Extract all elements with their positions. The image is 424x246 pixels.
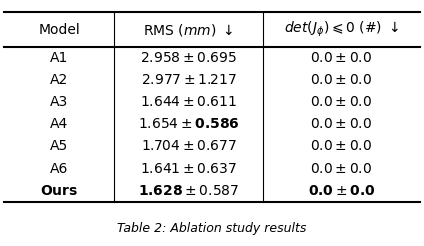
Text: $0.0 \pm 0.0$: $0.0 \pm 0.0$ bbox=[310, 117, 372, 131]
Text: $\mathbf{0.0} \pm \mathbf{0.0}$: $\mathbf{0.0} \pm \mathbf{0.0}$ bbox=[307, 184, 375, 198]
Text: A2: A2 bbox=[50, 73, 69, 87]
Text: $0.0 \pm 0.0$: $0.0 \pm 0.0$ bbox=[310, 51, 372, 65]
Text: A6: A6 bbox=[50, 162, 69, 175]
Text: $\mathbf{Ours}$: $\mathbf{Ours}$ bbox=[40, 184, 78, 198]
Text: Table 2: Ablation study results: Table 2: Ablation study results bbox=[117, 222, 307, 235]
Text: $1.644 \pm 0.611$: $1.644 \pm 0.611$ bbox=[140, 95, 237, 109]
Text: A3: A3 bbox=[50, 95, 69, 109]
Text: A4: A4 bbox=[50, 117, 69, 131]
Text: RMS $(mm)$ $\downarrow$: RMS $(mm)$ $\downarrow$ bbox=[143, 21, 234, 38]
Text: $2.958 \pm 0.695$: $2.958 \pm 0.695$ bbox=[140, 51, 237, 65]
Text: $0.0 \pm 0.0$: $0.0 \pm 0.0$ bbox=[310, 73, 372, 87]
Text: $0.0 \pm 0.0$: $0.0 \pm 0.0$ bbox=[310, 162, 372, 175]
Text: A5: A5 bbox=[50, 139, 69, 153]
Text: $1.704 \pm 0.677$: $1.704 \pm 0.677$ bbox=[141, 139, 237, 153]
Text: $1.654 \pm \mathbf{0.586}$: $1.654 \pm \mathbf{0.586}$ bbox=[138, 117, 240, 131]
Text: Model: Model bbox=[39, 23, 80, 36]
Text: $2.977 \pm 1.217$: $2.977 \pm 1.217$ bbox=[140, 73, 237, 87]
Text: A1: A1 bbox=[50, 51, 69, 65]
Text: $det(J_{\phi}) \leqslant 0$ $(\#)$ $\downarrow$: $det(J_{\phi}) \leqslant 0$ $(\#)$ $\dow… bbox=[284, 20, 399, 39]
Text: $0.0 \pm 0.0$: $0.0 \pm 0.0$ bbox=[310, 95, 372, 109]
Text: $\mathbf{1.628} \pm 0.587$: $\mathbf{1.628} \pm 0.587$ bbox=[138, 184, 240, 198]
Text: $1.641 \pm 0.637$: $1.641 \pm 0.637$ bbox=[140, 162, 237, 175]
Text: $0.0 \pm 0.0$: $0.0 \pm 0.0$ bbox=[310, 139, 372, 153]
